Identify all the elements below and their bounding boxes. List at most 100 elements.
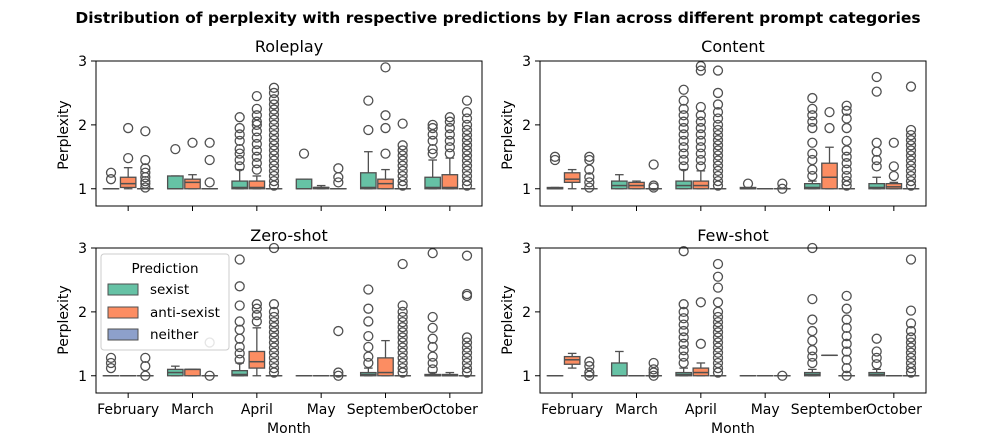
box-neither-october — [458, 95, 476, 191]
box-neither-may — [773, 370, 791, 381]
x-tick-label: September — [791, 402, 869, 418]
outlier-point — [397, 347, 408, 358]
outlier-point — [841, 164, 852, 175]
outlier-point — [268, 135, 280, 146]
outlier-point — [427, 148, 438, 159]
x-tick-label: October — [866, 402, 922, 418]
outlier-point — [363, 341, 374, 353]
y-tick-label: 2 — [78, 305, 87, 321]
y-tick-label: 1 — [522, 182, 531, 198]
outlier-point — [841, 151, 852, 162]
outlier-point — [584, 356, 595, 367]
outlier-point — [678, 332, 689, 343]
x-tick-label: April — [241, 402, 273, 418]
outlier-point — [397, 357, 408, 369]
box-sexist-april — [675, 84, 693, 190]
outlier-point — [234, 122, 245, 134]
outlier-point — [234, 148, 245, 159]
y-axis-label-few-shot: Perplexity — [500, 285, 516, 354]
outlier-point — [807, 325, 818, 337]
box-sexist-may — [295, 148, 313, 190]
outlier-point — [841, 346, 852, 357]
box-anti-sexist-may — [312, 184, 330, 190]
outlier-point — [712, 352, 724, 364]
outlier-point — [678, 351, 689, 362]
outlier-point — [397, 145, 408, 156]
outlier-point — [234, 316, 245, 327]
outlier-point — [444, 135, 455, 146]
box-sexist-april — [231, 112, 249, 190]
box-anti-sexist-september — [377, 62, 394, 190]
outlier-point — [234, 324, 245, 335]
outlier-point — [397, 140, 408, 151]
outlier-point — [268, 342, 280, 353]
outlier-point — [648, 357, 659, 369]
y-tick-label: 1 — [78, 182, 87, 198]
outlier-point — [695, 135, 706, 146]
outlier-point — [444, 112, 455, 123]
outlier-point — [234, 161, 245, 172]
legend-swatch-anti-sexist — [107, 306, 139, 319]
box-body — [231, 369, 249, 377]
x-tick-label: March — [171, 402, 214, 418]
outlier-point — [333, 325, 344, 337]
outlier-point — [712, 322, 724, 333]
box-neither-march — [645, 357, 663, 381]
outlier-point — [678, 95, 689, 106]
outlier-point — [140, 126, 151, 137]
panel-content: Content Perplexity 1 2 3 — [500, 37, 927, 211]
outlier-point — [268, 87, 280, 99]
outlier-point — [695, 297, 706, 308]
outlier-point — [712, 145, 724, 156]
box-neither-march — [645, 159, 663, 193]
outlier-point — [251, 164, 262, 175]
outlier-point — [695, 142, 706, 153]
figure-title: Distribution of perplexity with respecti… — [75, 9, 920, 27]
outlier-point — [268, 306, 280, 318]
outlier-point — [140, 361, 151, 372]
outlier-point — [397, 327, 408, 338]
outlier-point — [461, 250, 473, 261]
outlier-point — [461, 135, 473, 146]
box-body — [821, 162, 838, 190]
outlier-point — [363, 284, 374, 295]
outlier-point — [841, 122, 852, 134]
outlier-point — [251, 316, 262, 327]
box-neither-april — [265, 82, 283, 191]
x-axis-label-few-shot: Month — [711, 421, 755, 437]
outlier-point — [268, 124, 280, 136]
outlier-point — [397, 306, 408, 318]
outlier-point — [824, 122, 835, 134]
y-axis-label-content: Perplexity — [500, 100, 516, 169]
outlier-point — [841, 362, 852, 374]
outlier-point — [905, 357, 917, 369]
panel-title-zero-shot: Zero-shot — [250, 226, 327, 245]
outlier-point — [397, 155, 408, 166]
outlier-point — [333, 370, 344, 381]
outlier-point — [678, 325, 689, 337]
box-body — [610, 362, 628, 377]
outlier-point — [140, 175, 151, 187]
y-tick-label: 2 — [522, 118, 531, 134]
outlier-point — [695, 110, 706, 121]
outlier-point — [427, 341, 438, 353]
outlier-point — [380, 122, 391, 134]
outlier-point — [380, 148, 391, 159]
box-neither-may — [773, 178, 791, 194]
outlier-point — [905, 305, 917, 316]
outlier-point — [204, 137, 215, 148]
outlier-point — [841, 330, 852, 342]
outlier-point — [807, 137, 818, 148]
outlier-point — [268, 327, 280, 338]
outlier-point — [397, 300, 408, 311]
outlier-point — [268, 311, 280, 323]
outlier-point — [333, 177, 344, 188]
box-neither-october — [902, 254, 920, 378]
box-anti-sexist-april — [248, 299, 266, 377]
y-tick-label: 3 — [78, 54, 87, 70]
box-body — [119, 176, 137, 189]
outlier-point — [841, 135, 852, 146]
outlier-point — [905, 352, 917, 364]
axes-frame — [539, 247, 927, 394]
box-anti-sexist-october — [441, 112, 459, 190]
